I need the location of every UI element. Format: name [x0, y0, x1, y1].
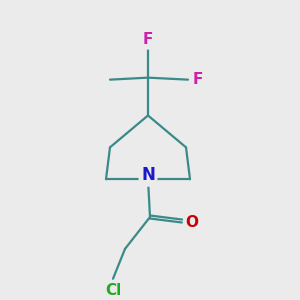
Text: F: F: [143, 32, 153, 47]
Text: Cl: Cl: [105, 283, 121, 298]
Text: N: N: [141, 166, 155, 184]
Text: F: F: [193, 72, 203, 87]
Text: O: O: [185, 214, 199, 230]
